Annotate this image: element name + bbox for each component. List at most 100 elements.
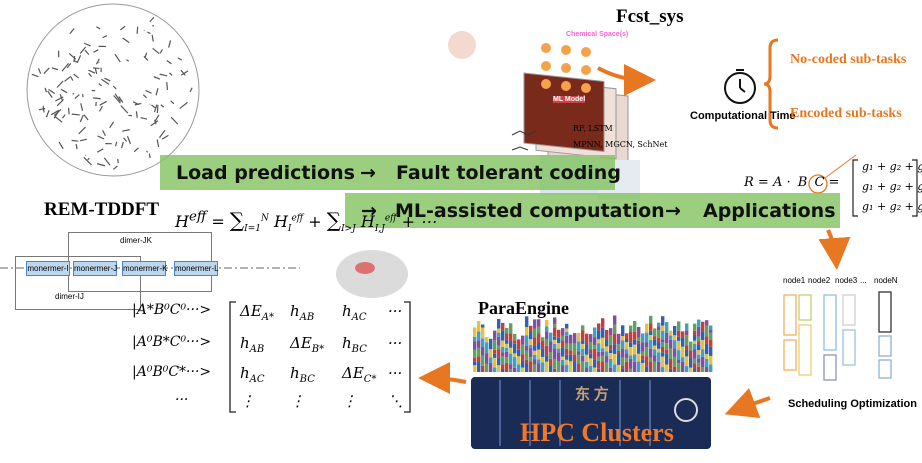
eq-term: H [273,212,288,231]
eq-sub: I>J [341,224,356,235]
cell-sub: BC [299,374,315,385]
eq-term: + ⋯ [401,212,437,231]
ml-model-image [523,72,605,153]
monomer-box: monermer-K [122,261,167,276]
rack-lines [499,380,651,446]
cell-sub: B* [311,344,325,355]
load-bars [473,315,713,372]
dimer-box [15,256,141,310]
matrix-cell: ⋮ [240,392,255,410]
matrix-cell: ··· [388,334,402,352]
basis-state: |A⁰B*C⁰···> [132,334,212,350]
brace [763,38,779,130]
cell-base: ··· [388,364,403,382]
monomer-box: monermer-I [26,261,70,276]
node-label: ... [860,276,867,285]
logo-text: 东 方 [575,387,609,403]
basis-state: |A⁰B⁰C*···> [132,364,212,380]
basis-state: |A*B⁰C⁰···> [132,302,212,318]
eq-sub: I,J [374,224,385,235]
eq-sub: I=1 [244,224,261,235]
eq-sup: eff [384,213,397,224]
cell-sub: C* [363,374,377,385]
cell-sub: A* [261,312,275,323]
banner-row: → ML-assisted computation → Applications [345,193,840,228]
stopwatch-hands [736,69,746,93]
monomer-box: monermer-L [174,261,219,276]
cell-sub: AB [249,344,265,355]
model-names: MPNN, MGCN, SchNet [573,140,668,149]
eq-sup: N [261,213,269,224]
cell-sub: AC [249,374,265,385]
logo-emblem [674,398,698,422]
matrix-cell: ΔEC* [342,364,376,385]
cell-base: h [290,302,300,320]
matrix-cell: hAB [240,334,264,355]
node-label: nodeN [874,276,898,285]
protein-helix [355,262,375,274]
cell-base: h [240,364,250,382]
r-equation: R = A · B C = [744,175,839,190]
node-label: node2 [808,276,831,285]
g-entry: g₁ + g₂ + g₃ [862,200,922,213]
cell-sub: AB [299,312,315,323]
matrix-cell: hBC [290,364,315,385]
matrix-cell: hBC [342,334,367,355]
cell-sub: BC [351,344,367,355]
model-icon [511,130,537,151]
branch-label: Encoded sub-tasks [790,106,902,121]
dimer-label: dimer-JK [120,236,153,245]
matrix-cell: hAC [240,364,265,385]
matrix-cell: hAB [290,302,314,323]
model-names: RF, LSTM [573,124,613,133]
ml-nodes [541,43,591,93]
matrix-cell: ΔEB* [290,334,324,355]
eq-sup: eff [291,213,304,224]
branch-label: No-coded sub-tasks [790,52,907,67]
node-label: node1 [783,276,806,285]
banner-text: ML-assisted computation [395,200,665,222]
matrix-cell: ··· [388,302,402,320]
cell-base: ··· [388,334,403,352]
cell-base: ⋮ [290,392,305,410]
cell-base: ··· [388,302,403,320]
g-entry: g₁ + g₂ + g₃ [862,160,922,173]
eq-sup: eff [188,209,207,225]
time-label: Computational Time [690,110,796,122]
banner-text: Load predictions [176,162,355,184]
cell-base: ⋮ [342,392,357,410]
basis-state: ··· [175,392,189,408]
cell-base: ΔE [342,364,364,382]
scheduling-caption: Scheduling Optimization [788,398,917,410]
dimer-label: dimer-IJ [55,292,84,301]
node-columns [783,291,892,381]
banner-arrow: → [665,200,681,222]
molecule-icon [448,31,476,59]
banner-arrow: → [360,162,376,184]
flow-arrows [418,63,851,418]
hamiltonian: Heff = ∑I=1N HIeff + ∑I>J HI,Jeff + ⋯ [175,208,436,234]
eq-term: C = [814,175,840,190]
eq-term: H [175,212,189,231]
monomer-box: monermer-J [73,261,117,276]
matrix-cell: ⋱ [388,392,403,410]
cell-sub: AC [351,312,367,323]
eq-sub: I [287,224,292,235]
chemical-space-label: Chemical Space(s) [566,31,629,38]
matrix-cell: hAC [342,302,367,323]
matrix-cell: ··· [388,364,402,382]
hpc-title: HPC Clusters [520,418,674,447]
matrix-cell: ΔEA* [240,302,274,323]
cell-base: ⋱ [388,392,403,410]
cell-base: ΔE [240,302,262,320]
paraengine-title: ParaEngine [478,298,570,318]
banner-arrow: → [361,200,377,222]
g-entry: g₁ + g₂ + g₃ [862,180,922,193]
banner-text: Fault tolerant coding [396,162,621,184]
rem-title: REM-TDDFT [44,199,160,220]
cell-base: h [240,334,250,352]
cell-base: h [342,302,352,320]
cell-base: ΔE [290,334,312,352]
matrix-cell: ⋮ [290,392,305,410]
